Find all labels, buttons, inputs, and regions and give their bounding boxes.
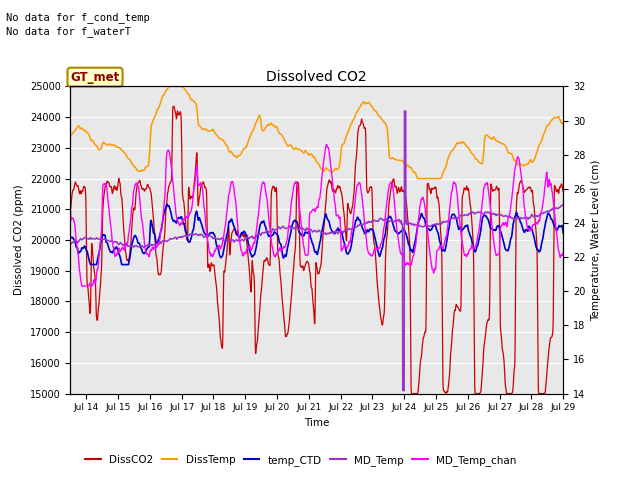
MD_Temp_chan xyxy=(78,283,86,289)
Y-axis label: Dissolved CO2 (ppm): Dissolved CO2 (ppm) xyxy=(14,185,24,295)
Line: MD_Temp: MD_Temp xyxy=(70,111,563,391)
DissTemp xyxy=(293,146,301,152)
DissCO2 xyxy=(170,103,177,109)
temp_CTD xyxy=(307,235,314,240)
temp_CTD xyxy=(87,262,95,267)
DissCO2 xyxy=(408,391,416,396)
Text: No data for f_cond_temp: No data for f_cond_temp xyxy=(6,12,150,23)
Line: DissTemp: DissTemp xyxy=(70,86,563,179)
MD_Temp_chan xyxy=(559,250,567,256)
DissTemp xyxy=(545,121,553,127)
DissTemp xyxy=(559,120,567,125)
DissCO2 xyxy=(559,189,567,194)
Legend: DissCO2, DissTemp, temp_CTD, MD_Temp, MD_Temp_chan: DissCO2, DissTemp, temp_CTD, MD_Temp, MD… xyxy=(81,451,520,470)
MD_Temp xyxy=(399,388,406,394)
Title: Dissolved CO2: Dissolved CO2 xyxy=(266,70,367,84)
temp_CTD xyxy=(92,262,100,267)
temp_CTD xyxy=(455,227,463,232)
DissTemp xyxy=(415,176,422,181)
X-axis label: Time: Time xyxy=(304,418,330,428)
temp_CTD xyxy=(545,212,553,217)
temp_CTD xyxy=(294,220,301,226)
MD_Temp_chan xyxy=(67,206,74,212)
MD_Temp xyxy=(67,241,74,247)
MD_Temp_chan xyxy=(92,278,100,284)
MD_Temp xyxy=(545,209,553,215)
MD_Temp_chan xyxy=(293,183,301,189)
DissTemp xyxy=(165,84,173,89)
MD_Temp xyxy=(92,236,99,242)
MD_Temp_chan xyxy=(323,142,330,147)
DissTemp xyxy=(455,141,463,146)
Text: No data for f_waterT: No data for f_waterT xyxy=(6,26,131,37)
DissCO2 xyxy=(545,345,553,351)
DissTemp xyxy=(92,142,99,148)
MD_Temp xyxy=(545,208,553,214)
temp_CTD xyxy=(163,202,171,207)
DissTemp xyxy=(545,121,553,127)
DissCO2 xyxy=(293,179,301,185)
DissTemp xyxy=(67,132,74,137)
Line: MD_Temp_chan: MD_Temp_chan xyxy=(70,144,563,286)
temp_CTD xyxy=(67,235,74,240)
MD_Temp xyxy=(306,226,314,232)
DissCO2 xyxy=(307,273,314,278)
MD_Temp_chan xyxy=(307,210,314,216)
Line: temp_CTD: temp_CTD xyxy=(70,204,563,264)
Y-axis label: Temperature, Water Level (cm): Temperature, Water Level (cm) xyxy=(591,159,601,321)
MD_Temp xyxy=(559,202,567,207)
DissCO2 xyxy=(92,282,99,288)
temp_CTD xyxy=(559,230,567,236)
DissCO2 xyxy=(67,208,74,214)
MD_Temp_chan xyxy=(545,177,553,183)
MD_Temp_chan xyxy=(545,176,553,182)
DissTemp xyxy=(307,151,314,157)
DissCO2 xyxy=(545,343,553,348)
MD_Temp xyxy=(293,224,301,230)
Line: DissCO2: DissCO2 xyxy=(70,106,563,394)
DissCO2 xyxy=(455,306,463,312)
temp_CTD xyxy=(545,212,553,217)
MD_Temp xyxy=(401,108,408,114)
MD_Temp_chan xyxy=(455,210,463,216)
MD_Temp xyxy=(455,215,463,221)
Text: GT_met: GT_met xyxy=(70,71,120,84)
